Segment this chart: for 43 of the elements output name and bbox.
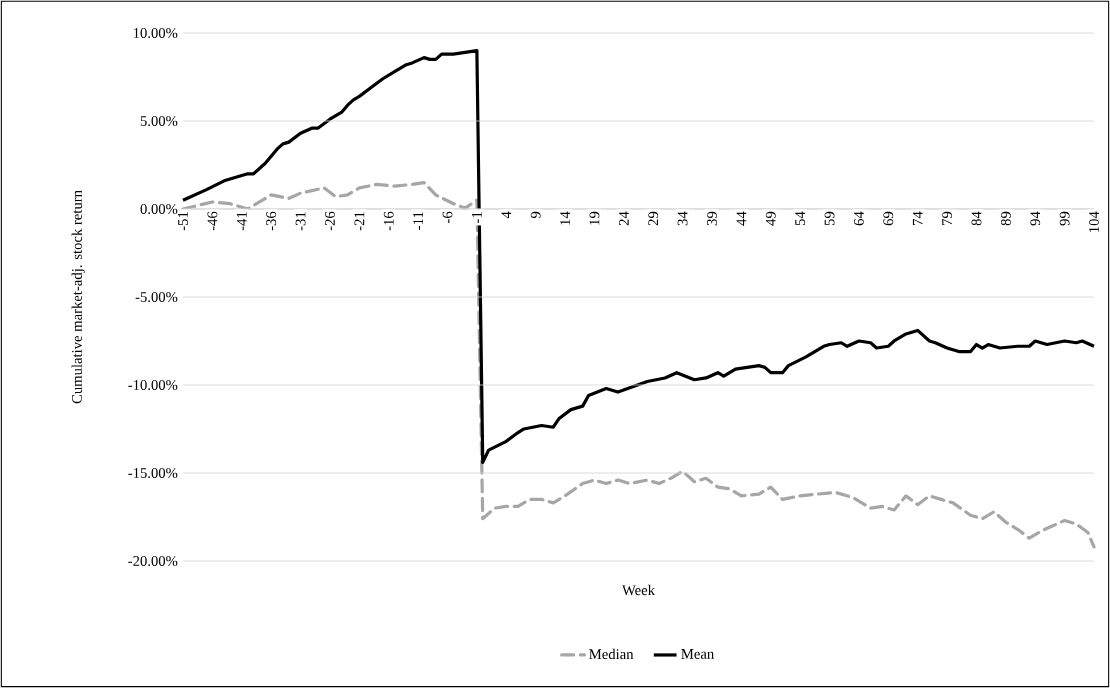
x-tick-label: 29 <box>648 211 659 226</box>
x-tick-label: 94 <box>1030 211 1041 226</box>
x-tick-label: 69 <box>883 211 894 226</box>
x-tick-label: 14 <box>560 211 570 225</box>
y-tick-label: 5.00% <box>140 116 178 126</box>
x-tick-label: 59 <box>824 211 835 226</box>
x-tick-label: 19 <box>589 211 600 225</box>
y-tick-label: 10.00% <box>133 28 178 38</box>
y-tick-label: -15.00% <box>128 468 178 478</box>
x-tick-label: -46 <box>207 211 218 231</box>
y-axis-title: Cumulative market-adj. stock return <box>71 190 85 404</box>
x-tick-label: -11 <box>413 212 423 230</box>
legend-label: Median <box>589 648 634 660</box>
x-tick-label: 99 <box>1059 211 1070 226</box>
x-tick-label: 24 <box>618 211 629 226</box>
x-tick-label: 4 <box>501 211 512 219</box>
x-axis-title: Week <box>622 584 656 596</box>
x-tick-label: 104 <box>1089 211 1099 232</box>
x-tick-label: 89 <box>1000 211 1011 226</box>
y-tick-label: -5.00% <box>135 292 178 302</box>
x-tick-label: 54 <box>795 211 806 226</box>
x-tick-label: -31 <box>295 212 306 231</box>
x-tick-label: 34 <box>677 211 688 226</box>
x-tick-label: -21 <box>354 212 365 231</box>
x-tick-label: 44 <box>736 211 747 226</box>
x-tick-label: 79 <box>942 211 952 225</box>
legend-label: Mean <box>681 649 715 659</box>
x-tick-label: 84 <box>971 211 982 226</box>
x-tick-label: 9 <box>530 211 541 219</box>
x-tick-label: -16 <box>383 211 394 231</box>
x-tick-label: -36 <box>266 211 277 231</box>
y-tick-label: -20.00% <box>128 556 178 566</box>
x-tick-label: -51 <box>178 212 188 231</box>
x-tick-label: -26 <box>325 211 335 231</box>
x-tick-label: -6 <box>442 211 453 223</box>
x-tick-label: 39 <box>707 211 717 226</box>
x-tick-label: -1 <box>472 212 482 223</box>
x-tick-label: -41 <box>236 212 247 231</box>
x-tick-label: 49 <box>765 211 776 226</box>
x-tick-label: 64 <box>853 211 864 226</box>
y-tick-label: 0.00% <box>140 204 178 214</box>
x-tick-label: 74 <box>912 211 923 225</box>
y-tick-label: -10.00% <box>128 380 178 390</box>
